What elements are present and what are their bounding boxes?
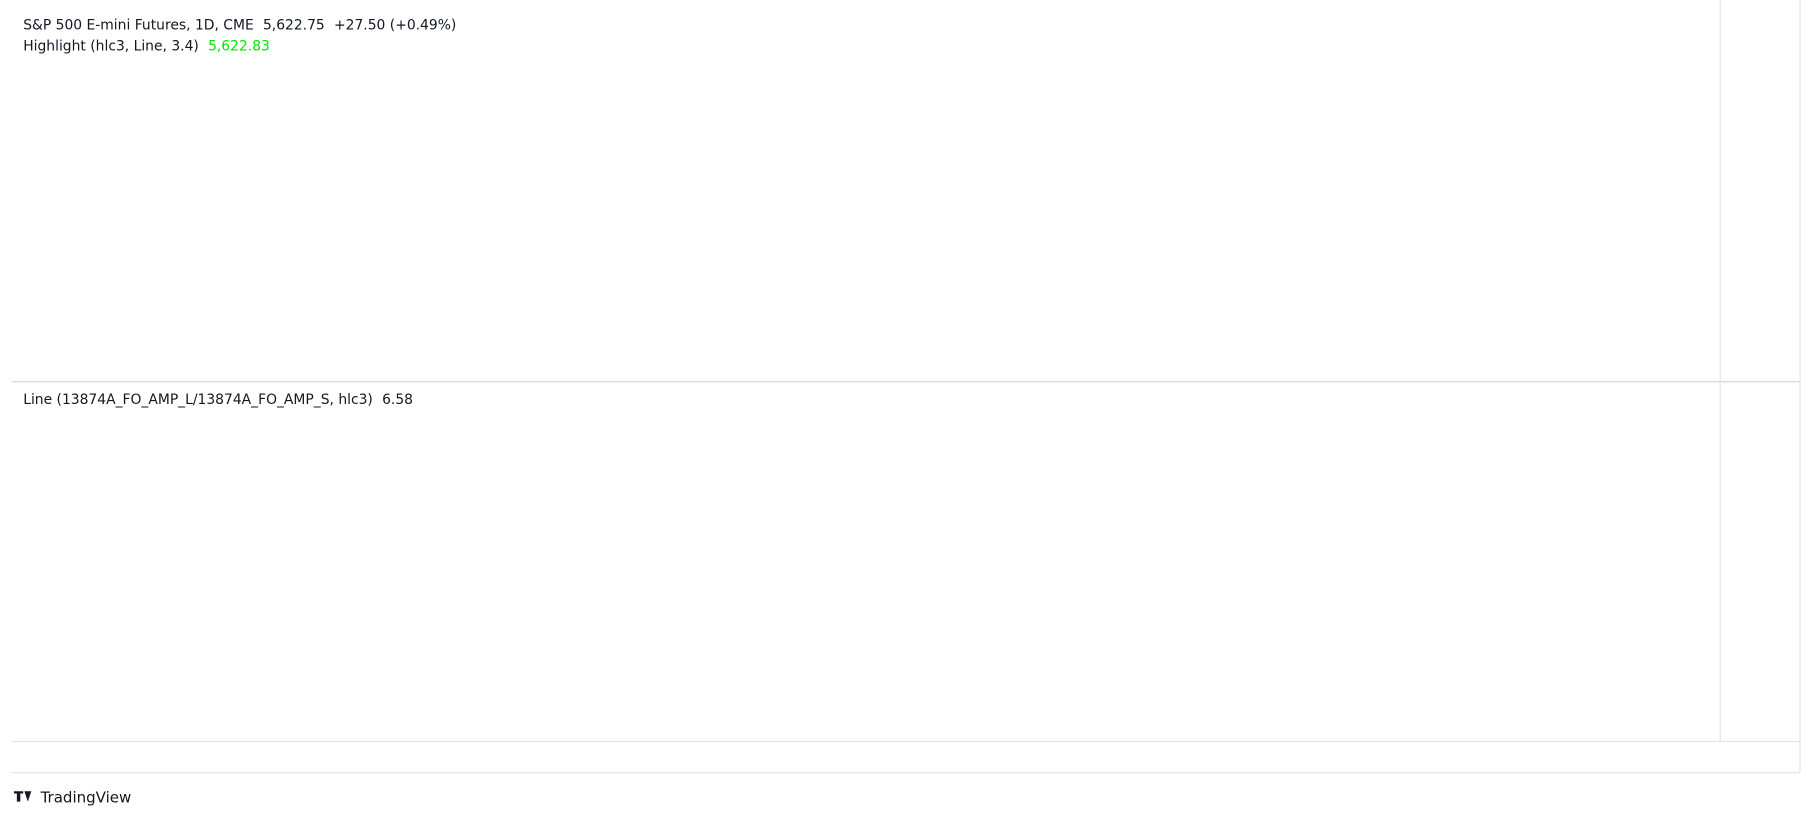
frame [11, 0, 1801, 774]
brand-icon [13, 791, 32, 802]
symbol-title: S&P 500 E-mini Futures, 1D, CME [23, 17, 254, 33]
indicator-title: Line (13874A_FO_AMP_L/13874A_FO_AMP_S, h… [23, 392, 373, 408]
highlight-legend: Highlight (hlc3, Line, 3.4) 5,622.83 [23, 38, 270, 54]
indicator-legend: Line (13874A_FO_AMP_L/13874A_FO_AMP_S, h… [23, 392, 413, 408]
last-price: 5,622.75 [263, 17, 325, 33]
indicator-last: 6.58 [382, 392, 413, 408]
brand-logo: TradingView [13, 789, 132, 807]
highlight-last: 5,622.83 [208, 38, 270, 54]
price-change: +27.50 (+0.49%) [334, 17, 456, 33]
highlight-title: Highlight (hlc3, Line, 3.4) [23, 38, 199, 54]
labels: S&P 500 E-mini Futures, 1D, CME 5,622.75 +… [13, 17, 456, 807]
main-legend: S&P 500 E-mini Futures, 1D, CME 5,622.75 +… [23, 17, 456, 33]
brand-name: TradingView [40, 789, 132, 807]
